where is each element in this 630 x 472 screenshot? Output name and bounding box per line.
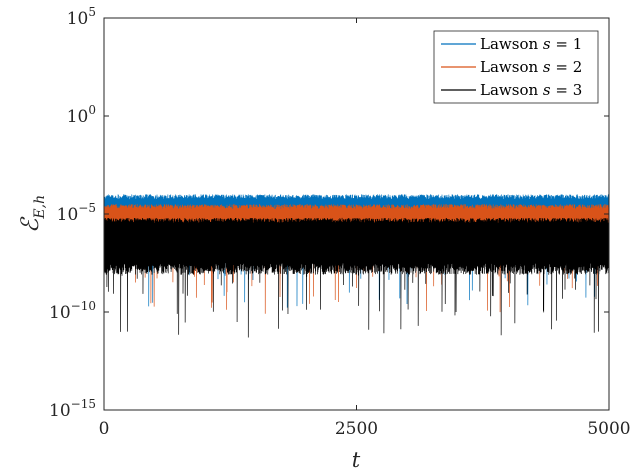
y-tick-label: 10−15 (49, 397, 96, 421)
tick-layer: 0 2500 5000 105 100 10−5 10−10 10−15 (49, 5, 630, 439)
series-layer (103, 194, 610, 338)
y-axis-label-main: ℰ (16, 216, 44, 233)
x-tick-label: 5000 (587, 419, 630, 439)
y-tick-label: 10−10 (49, 299, 96, 323)
y-axis-label: ℰE,h (16, 195, 48, 233)
y-axis-label-sub: E,h (32, 195, 48, 220)
legend-label-3: Lawson s = 3 (480, 81, 582, 99)
x-tick-label: 2500 (335, 419, 378, 439)
x-axis-label: t (352, 448, 361, 472)
svg-text:ℰE,h: ℰE,h (16, 195, 48, 233)
legend: Lawson s = 1 Lawson s = 2 Lawson s = 3 (433, 30, 599, 104)
y-tick-label: 100 (67, 103, 96, 127)
legend-label-1: Lawson s = 1 (480, 35, 582, 53)
y-tick-label: 105 (67, 5, 96, 29)
series-3-line (103, 217, 610, 338)
legend-label-2: Lawson s = 2 (480, 58, 582, 76)
y-tick-label: 10−5 (57, 201, 96, 225)
x-tick-label: 0 (99, 419, 110, 439)
